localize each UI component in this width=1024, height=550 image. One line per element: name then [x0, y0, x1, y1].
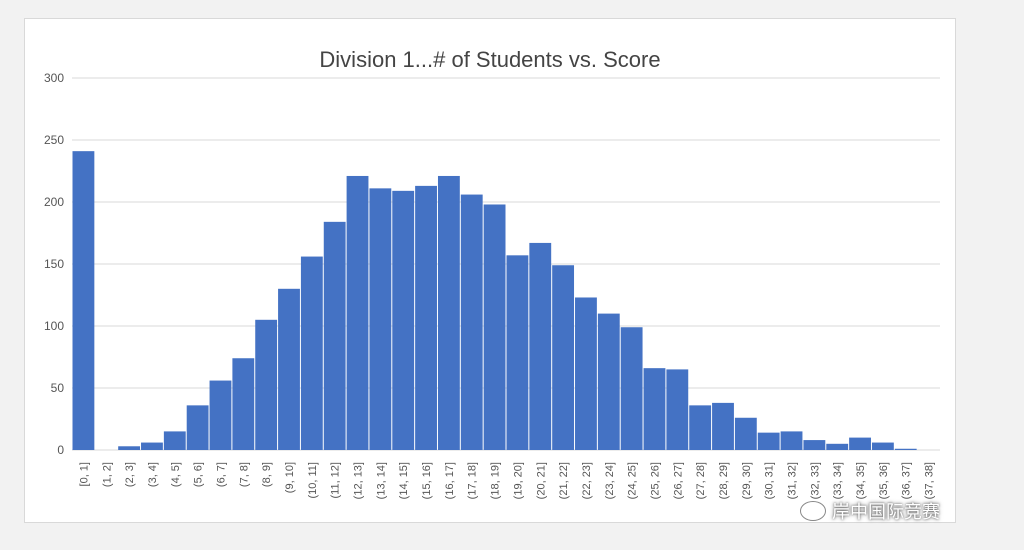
bar: [300, 256, 323, 450]
x-tick-label: (6, 7]: [215, 462, 227, 487]
x-tick-label: (9, 10]: [284, 462, 296, 493]
x-tick-label: (34, 35]: [855, 462, 867, 499]
x-tick-label: (3, 4]: [147, 462, 159, 487]
watermark: 岸中国际竞赛: [800, 498, 940, 524]
bar: [415, 185, 437, 450]
y-tick-label: 100: [44, 319, 64, 333]
bar: [118, 446, 141, 450]
bar: [803, 440, 826, 450]
x-tick-label: (19, 20]: [512, 462, 524, 499]
bar: [575, 297, 597, 450]
bar: [392, 190, 415, 450]
bar: [849, 437, 871, 450]
y-tick-label: 0: [57, 443, 64, 457]
x-tick-label: (20, 21]: [535, 462, 547, 499]
x-tick-label: (1, 2]: [101, 462, 113, 487]
bar: [552, 265, 575, 450]
bar: [460, 194, 483, 450]
x-tick-label: (22, 23]: [581, 462, 593, 499]
x-tick-label: (27, 28]: [695, 462, 707, 499]
bar: [163, 431, 186, 450]
x-tick-label: (13, 14]: [375, 462, 387, 499]
x-tick-label: (2, 3]: [124, 462, 136, 487]
bar: [437, 175, 460, 450]
bar: [643, 368, 666, 450]
x-tick-label: (23, 24]: [604, 462, 616, 499]
x-axis-ticks: [0, 1] (1, 2] (2, 3] (3, 4] (4, 5] (5, 6] (6, …: [78, 462, 935, 499]
x-tick-label: (15, 16]: [421, 462, 433, 499]
bar: [323, 221, 346, 450]
x-tick-label: (10, 11]: [307, 462, 319, 499]
x-tick-label: (18, 19]: [490, 462, 502, 499]
watermark-text: 岸中国际竞赛: [832, 502, 940, 522]
bar: [871, 442, 894, 450]
x-tick-label: (8, 9]: [261, 462, 273, 487]
gridlines: [72, 77, 940, 451]
bar: [209, 380, 232, 450]
bar: [186, 405, 209, 450]
y-tick-label: 300: [44, 71, 64, 85]
y-axis-ticks: 0 50 100 150 200 250 300: [44, 71, 64, 457]
x-tick-label: (29, 30]: [741, 462, 753, 499]
bar: [255, 319, 278, 450]
bar: [141, 442, 163, 450]
bar: [346, 175, 369, 450]
bar: [278, 288, 300, 450]
x-tick-label: (36, 37]: [901, 462, 913, 499]
x-tick-label: (33, 34]: [832, 462, 844, 499]
bar: [780, 431, 803, 450]
x-tick-label: (11, 12]: [330, 462, 342, 499]
wechat-icon: [800, 501, 826, 521]
x-tick-label: (14, 15]: [398, 462, 410, 499]
x-tick-label: (16, 17]: [444, 462, 456, 499]
bar: [826, 443, 849, 450]
x-tick-label: (24, 25]: [627, 462, 639, 499]
x-tick-label: (21, 22]: [558, 462, 570, 499]
x-tick-label: (26, 27]: [672, 462, 684, 499]
y-tick-label: 150: [44, 257, 64, 271]
bars: [72, 151, 917, 451]
x-tick-label: (12, 13]: [353, 462, 365, 499]
bar: [506, 255, 529, 450]
bar: [666, 369, 689, 450]
x-tick-label: (32, 33]: [809, 462, 821, 499]
bar: [689, 405, 712, 450]
x-tick-label: (30, 31]: [764, 462, 776, 499]
x-tick-label: (31, 32]: [787, 462, 799, 499]
x-tick-label: (4, 5]: [170, 462, 182, 487]
x-tick-label: (35, 36]: [878, 462, 890, 499]
x-tick-label: (5, 6]: [193, 462, 205, 487]
x-tick-label: (28, 29]: [718, 462, 730, 499]
bar: [597, 313, 620, 450]
chart-title: Division 1...# of Students vs. Score: [319, 47, 661, 72]
bar: [620, 327, 643, 450]
bar: [734, 417, 757, 450]
y-tick-label: 200: [44, 195, 64, 209]
bar: [894, 448, 917, 450]
bar: [72, 151, 95, 450]
bar: [757, 432, 780, 450]
bar: [232, 358, 255, 450]
x-tick-label: (37, 38]: [924, 462, 936, 499]
y-tick-label: 50: [51, 381, 65, 395]
bar: [712, 402, 734, 450]
x-tick-label: (17, 18]: [467, 462, 479, 499]
bar: [483, 204, 506, 450]
bar: [529, 242, 552, 450]
bar: [369, 188, 392, 451]
y-tick-label: 250: [44, 133, 64, 147]
x-tick-label: (7, 8]: [238, 462, 250, 487]
x-tick-label: [0, 1]: [78, 462, 90, 486]
x-tick-label: (25, 26]: [649, 462, 661, 499]
